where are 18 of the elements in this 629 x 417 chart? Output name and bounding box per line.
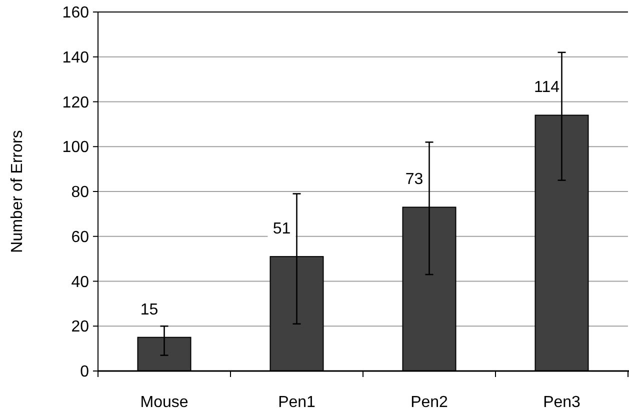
data-label: 15: [140, 301, 158, 318]
x-tick-label: Pen2: [410, 394, 448, 411]
y-tick-label: 0: [80, 364, 90, 381]
y-axis-title: Number of Errors: [9, 130, 26, 253]
y-tick-label: 120: [62, 94, 90, 112]
data-label: 114: [534, 79, 560, 96]
y-tick-label: 80: [71, 184, 90, 202]
y-tick-label: 40: [71, 274, 90, 291]
y-tick-label: 60: [71, 228, 90, 246]
y-tick-label: 100: [62, 139, 90, 156]
data-label: 51: [272, 220, 291, 238]
x-tick-label: Mouse: [140, 394, 188, 411]
x-tick-label: Pen3: [543, 394, 581, 411]
x-tick-label: Pen1: [278, 394, 316, 411]
data-label: 73: [405, 171, 424, 188]
y-tick-label: 20: [71, 318, 90, 336]
y-tick-label: 160: [62, 4, 90, 22]
y-tick-label: 140: [62, 49, 90, 66]
